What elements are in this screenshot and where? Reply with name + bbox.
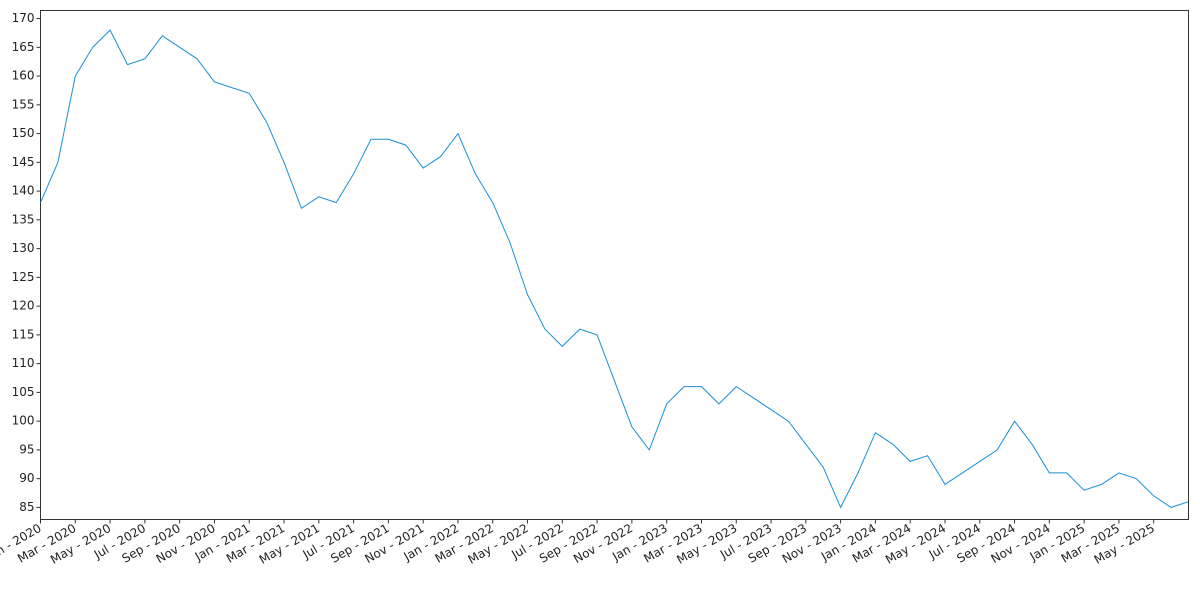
y-tick-label: 140 [12, 184, 35, 198]
y-tick-label: 110 [12, 356, 35, 370]
data-line [40, 29, 1189, 509]
y-tick-label: 95 [19, 442, 34, 456]
y-tick-label: 135 [12, 212, 35, 226]
y-tick-label: 145 [12, 155, 35, 169]
y-tick-label: 130 [12, 241, 35, 255]
y-tick-label: 170 [12, 11, 35, 25]
y-tick-label: 100 [12, 414, 35, 428]
y-tick-label: 105 [12, 385, 35, 399]
y-tick-label: 125 [12, 270, 35, 284]
plot-frame [40, 10, 1189, 520]
y-tick-label: 150 [12, 126, 35, 140]
y-tick-label: 160 [12, 69, 35, 83]
y-tick-label: 165 [12, 40, 35, 54]
y-tick-label: 90 [19, 471, 34, 485]
y-tick-label: 155 [12, 97, 35, 111]
y-tick-label: 120 [12, 299, 35, 313]
y-tick-label: 115 [12, 327, 35, 341]
y-tick-label: 85 [19, 500, 34, 514]
